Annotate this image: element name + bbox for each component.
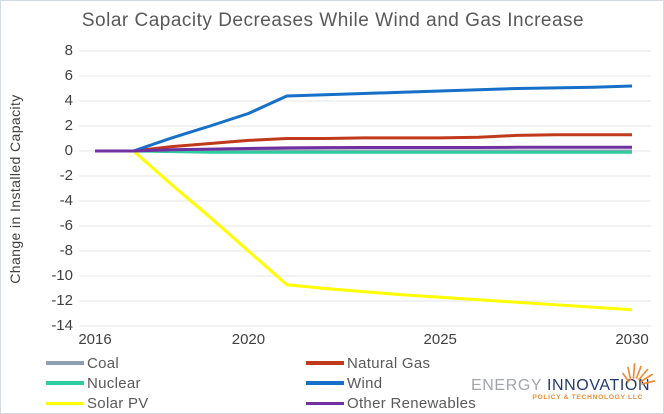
y-tick-label-2: 2 (64, 117, 73, 134)
legend-label-coal: Coal (87, 354, 120, 372)
legend-item-coal: Coal (46, 354, 119, 372)
y-tick-label--10: -10 (51, 267, 73, 284)
series-line-natural-gas (95, 133, 632, 153)
logo-wordmark: ENERGY INNOVATION (471, 377, 650, 395)
legend-label-other-renewables: Other Renewables (347, 394, 477, 412)
x-tick-label-2016: 2016 (78, 331, 112, 348)
x-tick-label-2025: 2025 (423, 331, 457, 348)
legend-item-solar-pv: Solar PV (46, 394, 149, 412)
x-tick-label-2020: 2020 (231, 331, 266, 348)
legend-item-wind: Wind (306, 374, 382, 392)
y-tick-label--4: -4 (59, 192, 73, 209)
series-line-wind (95, 84, 633, 153)
legend-swatch-nuclear (46, 381, 84, 385)
series-line-nuclear (95, 149, 632, 154)
y-tick-label-6: 6 (64, 67, 73, 84)
y-tick-label-4: 4 (64, 92, 73, 109)
legend-swatch-other-renewables (306, 401, 344, 406)
sunburst-icon (622, 363, 656, 385)
legend-label-nuclear: Nuclear (87, 374, 141, 392)
y-tick-label--14: -14 (51, 317, 73, 334)
energy-innovation-logo: ENERGY INNOVATION POLICY & TECHNOLOGY LL… (471, 363, 656, 405)
x-tick-label-2030: 2030 (615, 331, 649, 348)
legend-swatch-wind (306, 381, 344, 385)
legend-swatch-natural-gas (306, 361, 344, 365)
legend-item-nuclear: Nuclear (46, 374, 141, 392)
series-line-other-renewables (95, 145, 632, 153)
legend-item-natural-gas: Natural Gas (306, 354, 430, 372)
legend-label-wind: Wind (347, 374, 383, 392)
series-line-solar-pv (95, 149, 633, 312)
legend-label-natural-gas: Natural Gas (347, 354, 431, 372)
legend-swatch-solar-pv (46, 401, 84, 406)
y-tick-label--2: -2 (59, 167, 73, 184)
logo-subtitle: POLICY & TECHNOLOGY LLC (532, 394, 643, 401)
logo-word-energy: ENERGY (471, 377, 547, 394)
legend-item-other-renewables: Other Renewables (306, 394, 476, 412)
y-tick-label--12: -12 (51, 292, 73, 309)
logo-word-innovation: INNOVATION (546, 377, 651, 394)
y-tick-label--8: -8 (59, 242, 73, 259)
legend-label-solar-pv: Solar PV (87, 394, 149, 412)
y-tick-label-8: 8 (64, 42, 73, 59)
y-tick-label--6: -6 (59, 217, 73, 234)
chart-title: Solar Capacity Decreases While Wind and … (81, 10, 585, 31)
y-tick-label-0: 0 (64, 142, 73, 159)
legend-swatch-coal (46, 361, 84, 365)
